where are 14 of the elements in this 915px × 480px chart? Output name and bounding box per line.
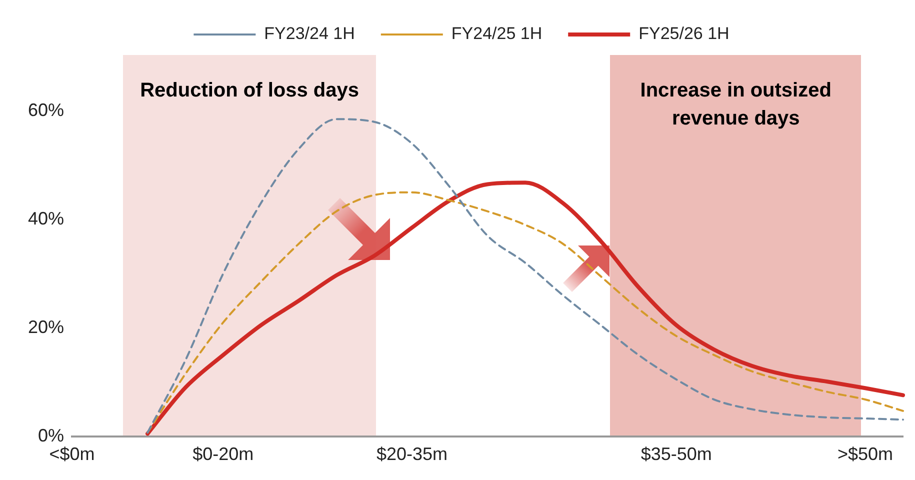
annotation: Increase in outsized revenue days [640, 80, 832, 130]
text: Reduction of loss days [140, 80, 360, 102]
x-tick-label: $20-35m [376, 444, 448, 464]
x-tick-label: >$50m [837, 444, 893, 464]
legend-label: FY23/24 1H [264, 24, 355, 44]
x-tick-label: $35-50m [640, 444, 712, 464]
x-tick-label: $0-20m [192, 444, 254, 464]
y-tick-label: 20% [28, 316, 64, 337]
y-tick-label: 60% [28, 100, 64, 120]
y-tick-label: 40% [28, 208, 64, 228]
legend-label: FY24/25 1H [451, 24, 542, 44]
y-tick-label: 0% [38, 425, 64, 446]
x-tick-label: <$0m [49, 444, 95, 464]
legend-label: FY25/26 1H [638, 24, 730, 44]
